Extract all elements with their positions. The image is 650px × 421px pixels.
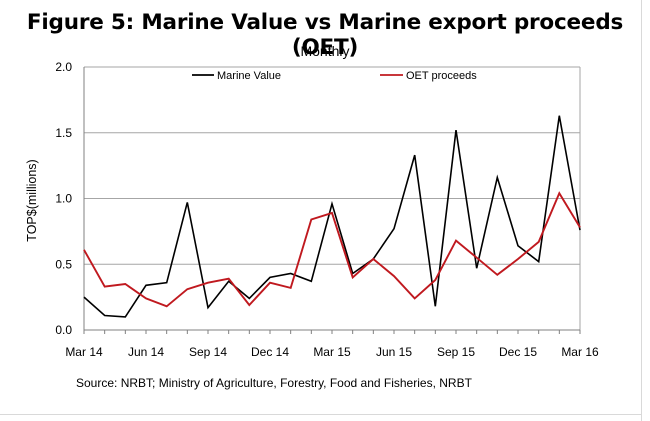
chart-subtitle: Monthly bbox=[300, 43, 350, 59]
x-tick-label: Sep 14 bbox=[189, 345, 227, 359]
frame-border-right bbox=[641, 0, 642, 421]
gridlines bbox=[84, 66, 581, 330]
x-tick-label: Dec 15 bbox=[499, 345, 537, 359]
series-lines bbox=[83, 115, 581, 318]
legend-label: OET proceeds bbox=[406, 70, 477, 82]
series-line-oet-proceeds bbox=[83, 191, 581, 308]
y-tick-label: 1.0 bbox=[55, 192, 72, 206]
source-note: Source: NRBT; Ministry of Agriculture, F… bbox=[76, 376, 472, 390]
legend: Marine Value OET proceeds bbox=[192, 70, 477, 82]
y-tick-label: 1.5 bbox=[55, 126, 72, 140]
y-tick-label: 0.5 bbox=[55, 257, 72, 271]
x-tick-label: Jun 15 bbox=[376, 345, 412, 359]
axes: 0.0 0.5 1.0 1.5 2.0 Mar 14 Jun 14 Sep 14 Dec 14 M… bbox=[55, 60, 599, 359]
chart-title: Figure 5: Marine Value vs Marine export … bbox=[26, 10, 624, 60]
y-axis-label: TOP$(millions) bbox=[25, 159, 39, 241]
y-tick-label: 0.0 bbox=[55, 323, 72, 337]
x-tick-label: Mar 16 bbox=[561, 345, 599, 359]
x-tick-label: Dec 14 bbox=[251, 345, 289, 359]
legend-label: Marine Value bbox=[217, 70, 281, 82]
x-tick-label: Mar 14 bbox=[65, 345, 103, 359]
frame-border-bottom bbox=[0, 414, 642, 415]
x-tick-label: Jun 14 bbox=[128, 345, 164, 359]
x-tick-label: Sep 15 bbox=[437, 345, 475, 359]
x-tick-label: Mar 15 bbox=[313, 345, 351, 359]
y-tick-label: 2.0 bbox=[55, 60, 72, 74]
series-line-marine-value bbox=[83, 115, 581, 318]
